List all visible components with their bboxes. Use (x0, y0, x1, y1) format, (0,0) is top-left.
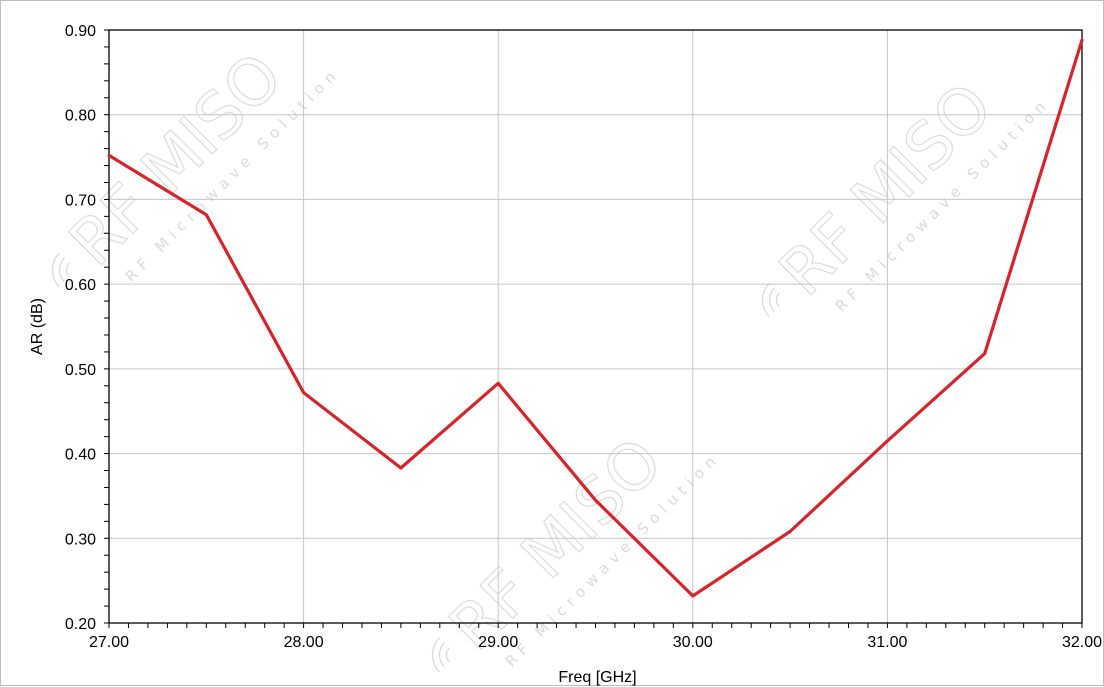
data-point (107, 154, 111, 157)
y-tick-label: 0.20 (65, 616, 96, 633)
y-tick-label: 0.70 (65, 192, 96, 209)
x-tick-label: 27.00 (89, 634, 129, 651)
data-point (788, 530, 792, 533)
x-tick-label: 28.00 (284, 634, 324, 651)
watermark-brand: RF MISO (766, 70, 1007, 311)
data-point (983, 352, 986, 355)
signal-arcs-icon (761, 282, 780, 318)
y-tick-label: 0.90 (65, 23, 96, 40)
x-tick-label: 29.00 (478, 634, 518, 651)
x-tick-label: 32.00 (1062, 634, 1102, 651)
data-point (1080, 38, 1084, 42)
data-point (497, 382, 500, 385)
minor-ticks (104, 29, 1083, 628)
x-tick-label: 31.00 (867, 634, 907, 651)
signal-arcs-icon (51, 252, 70, 288)
data-point (594, 498, 597, 502)
y-tick-label: 0.30 (65, 531, 96, 548)
y-tick-label: 0.50 (65, 362, 96, 379)
data-point (205, 213, 208, 216)
y-tick-label: 0.80 (65, 108, 96, 125)
data-point (399, 466, 403, 470)
y-tick-label: 0.40 (65, 447, 96, 464)
data-point (691, 594, 694, 598)
x-axis-label: Freq [GHz] (558, 669, 636, 686)
series-layer (107, 38, 1084, 598)
data-point (302, 391, 305, 394)
y-tick-labels: 0.20 0.30 0.40 0.50 0.60 0.70 0.80 0.90 (65, 23, 96, 633)
watermark-brand: RF MISO (56, 40, 297, 281)
y-axis-label: AR (dB) (29, 298, 46, 355)
signal-arcs-icon (431, 637, 450, 673)
y-tick-label: 0.60 (65, 277, 96, 294)
data-point (886, 439, 889, 443)
x-tick-label: 30.00 (673, 634, 713, 651)
x-tick-labels: 27.00 28.00 29.00 30.00 31.00 32.00 (89, 634, 1102, 651)
